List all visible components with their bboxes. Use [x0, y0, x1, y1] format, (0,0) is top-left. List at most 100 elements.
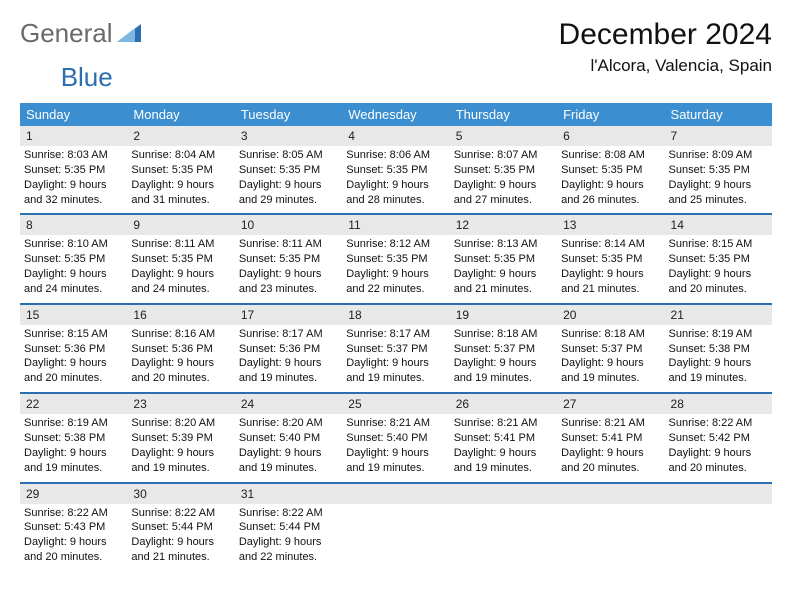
- day-content: Sunrise: 8:19 AMSunset: 5:38 PMDaylight:…: [665, 325, 772, 392]
- weekday-header: Friday: [557, 103, 664, 126]
- day-content: Sunrise: 8:13 AMSunset: 5:35 PMDaylight:…: [450, 235, 557, 302]
- day-number: 17: [235, 305, 342, 325]
- sunset-line: Sunset: 5:35 PM: [669, 163, 768, 178]
- calendar-day: 14Sunrise: 8:15 AMSunset: 5:35 PMDayligh…: [665, 215, 772, 302]
- sunrise-line: Sunrise: 8:22 AM: [669, 416, 768, 431]
- calendar: Sunday Monday Tuesday Wednesday Thursday…: [20, 103, 772, 571]
- daylight-line: Daylight: 9 hours and 19 minutes.: [454, 356, 553, 386]
- day-content: Sunrise: 8:21 AMSunset: 5:41 PMDaylight:…: [450, 414, 557, 481]
- calendar-day: 9Sunrise: 8:11 AMSunset: 5:35 PMDaylight…: [127, 215, 234, 302]
- day-content: Sunrise: 8:21 AMSunset: 5:41 PMDaylight:…: [557, 414, 664, 481]
- daylight-line: Daylight: 9 hours and 19 minutes.: [239, 446, 338, 476]
- brand-triangle-icon: [117, 24, 141, 44]
- calendar-day: 21Sunrise: 8:19 AMSunset: 5:38 PMDayligh…: [665, 305, 772, 392]
- day-number: 4: [342, 126, 449, 146]
- day-content: Sunrise: 8:06 AMSunset: 5:35 PMDaylight:…: [342, 146, 449, 213]
- daylight-line: Daylight: 9 hours and 22 minutes.: [346, 267, 445, 297]
- daylight-line: Daylight: 9 hours and 20 minutes.: [24, 535, 123, 565]
- day-content: Sunrise: 8:22 AMSunset: 5:42 PMDaylight:…: [665, 414, 772, 481]
- sunrise-line: Sunrise: 8:20 AM: [239, 416, 338, 431]
- day-number: 19: [450, 305, 557, 325]
- day-content: Sunrise: 8:18 AMSunset: 5:37 PMDaylight:…: [450, 325, 557, 392]
- day-number: 24: [235, 394, 342, 414]
- sunset-line: Sunset: 5:35 PM: [239, 163, 338, 178]
- sunset-line: Sunset: 5:40 PM: [346, 431, 445, 446]
- sunset-line: Sunset: 5:37 PM: [346, 342, 445, 357]
- daylight-line: Daylight: 9 hours and 31 minutes.: [131, 178, 230, 208]
- calendar-day: 31Sunrise: 8:22 AMSunset: 5:44 PMDayligh…: [235, 484, 342, 571]
- calendar-day-empty: [665, 484, 772, 571]
- weekday-header: Thursday: [450, 103, 557, 126]
- calendar-day: 5Sunrise: 8:07 AMSunset: 5:35 PMDaylight…: [450, 126, 557, 213]
- sunrise-line: Sunrise: 8:20 AM: [131, 416, 230, 431]
- sunset-line: Sunset: 5:35 PM: [131, 163, 230, 178]
- daylight-line: Daylight: 9 hours and 24 minutes.: [24, 267, 123, 297]
- day-number: 1: [20, 126, 127, 146]
- daylight-line: Daylight: 9 hours and 29 minutes.: [239, 178, 338, 208]
- daylight-line: Daylight: 9 hours and 24 minutes.: [131, 267, 230, 297]
- day-number: 13: [557, 215, 664, 235]
- calendar-day: 19Sunrise: 8:18 AMSunset: 5:37 PMDayligh…: [450, 305, 557, 392]
- day-number: 3: [235, 126, 342, 146]
- sunset-line: Sunset: 5:42 PM: [669, 431, 768, 446]
- sunset-line: Sunset: 5:37 PM: [561, 342, 660, 357]
- calendar-day: 25Sunrise: 8:21 AMSunset: 5:40 PMDayligh…: [342, 394, 449, 481]
- day-number-empty: [665, 484, 772, 504]
- calendar-day-empty: [557, 484, 664, 571]
- calendar-day-empty: [450, 484, 557, 571]
- sunrise-line: Sunrise: 8:12 AM: [346, 237, 445, 252]
- day-content: Sunrise: 8:11 AMSunset: 5:35 PMDaylight:…: [127, 235, 234, 302]
- daylight-line: Daylight: 9 hours and 22 minutes.: [239, 535, 338, 565]
- day-number: 21: [665, 305, 772, 325]
- page-title: December 2024: [559, 18, 772, 52]
- day-number: 12: [450, 215, 557, 235]
- calendar-day: 29Sunrise: 8:22 AMSunset: 5:43 PMDayligh…: [20, 484, 127, 571]
- calendar-day: 26Sunrise: 8:21 AMSunset: 5:41 PMDayligh…: [450, 394, 557, 481]
- calendar-day: 11Sunrise: 8:12 AMSunset: 5:35 PMDayligh…: [342, 215, 449, 302]
- day-content: Sunrise: 8:07 AMSunset: 5:35 PMDaylight:…: [450, 146, 557, 213]
- day-content: Sunrise: 8:19 AMSunset: 5:38 PMDaylight:…: [20, 414, 127, 481]
- calendar-day: 24Sunrise: 8:20 AMSunset: 5:40 PMDayligh…: [235, 394, 342, 481]
- sunrise-line: Sunrise: 8:19 AM: [24, 416, 123, 431]
- day-content: Sunrise: 8:22 AMSunset: 5:44 PMDaylight:…: [235, 504, 342, 571]
- daylight-line: Daylight: 9 hours and 21 minutes.: [454, 267, 553, 297]
- calendar-day: 6Sunrise: 8:08 AMSunset: 5:35 PMDaylight…: [557, 126, 664, 213]
- daylight-line: Daylight: 9 hours and 26 minutes.: [561, 178, 660, 208]
- sunrise-line: Sunrise: 8:15 AM: [24, 327, 123, 342]
- sunrise-line: Sunrise: 8:22 AM: [131, 506, 230, 521]
- sunrise-line: Sunrise: 8:17 AM: [239, 327, 338, 342]
- calendar-day: 16Sunrise: 8:16 AMSunset: 5:36 PMDayligh…: [127, 305, 234, 392]
- day-number: 26: [450, 394, 557, 414]
- calendar-day: 27Sunrise: 8:21 AMSunset: 5:41 PMDayligh…: [557, 394, 664, 481]
- sunset-line: Sunset: 5:41 PM: [561, 431, 660, 446]
- day-number: 23: [127, 394, 234, 414]
- day-number-empty: [342, 484, 449, 504]
- calendar-day: 1Sunrise: 8:03 AMSunset: 5:35 PMDaylight…: [20, 126, 127, 213]
- weekday-header-row: Sunday Monday Tuesday Wednesday Thursday…: [20, 103, 772, 126]
- day-content: Sunrise: 8:15 AMSunset: 5:35 PMDaylight:…: [665, 235, 772, 302]
- calendar-day: 2Sunrise: 8:04 AMSunset: 5:35 PMDaylight…: [127, 126, 234, 213]
- day-number: 14: [665, 215, 772, 235]
- daylight-line: Daylight: 9 hours and 20 minutes.: [669, 267, 768, 297]
- daylight-line: Daylight: 9 hours and 20 minutes.: [561, 446, 660, 476]
- daylight-line: Daylight: 9 hours and 21 minutes.: [131, 535, 230, 565]
- sunrise-line: Sunrise: 8:07 AM: [454, 148, 553, 163]
- sunset-line: Sunset: 5:35 PM: [24, 163, 123, 178]
- day-content: Sunrise: 8:20 AMSunset: 5:39 PMDaylight:…: [127, 414, 234, 481]
- calendar-day: 3Sunrise: 8:05 AMSunset: 5:35 PMDaylight…: [235, 126, 342, 213]
- daylight-line: Daylight: 9 hours and 32 minutes.: [24, 178, 123, 208]
- weekday-header: Monday: [127, 103, 234, 126]
- day-content: Sunrise: 8:10 AMSunset: 5:35 PMDaylight:…: [20, 235, 127, 302]
- sunrise-line: Sunrise: 8:14 AM: [561, 237, 660, 252]
- sunrise-line: Sunrise: 8:18 AM: [561, 327, 660, 342]
- daylight-line: Daylight: 9 hours and 28 minutes.: [346, 178, 445, 208]
- sunset-line: Sunset: 5:35 PM: [454, 163, 553, 178]
- day-number-empty: [557, 484, 664, 504]
- calendar-day: 7Sunrise: 8:09 AMSunset: 5:35 PMDaylight…: [665, 126, 772, 213]
- day-content: Sunrise: 8:09 AMSunset: 5:35 PMDaylight:…: [665, 146, 772, 213]
- daylight-line: Daylight: 9 hours and 20 minutes.: [669, 446, 768, 476]
- day-number: 5: [450, 126, 557, 146]
- day-number: 31: [235, 484, 342, 504]
- sunrise-line: Sunrise: 8:10 AM: [24, 237, 123, 252]
- daylight-line: Daylight: 9 hours and 19 minutes.: [346, 446, 445, 476]
